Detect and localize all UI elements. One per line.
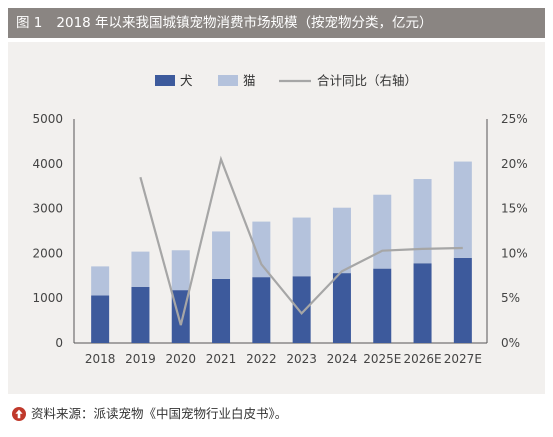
figure-title-bar: 图 1 2018 年以来我国城镇宠物消费市场规模（按宠物分类，亿元）	[8, 8, 545, 38]
x-tick-label: 2020	[165, 352, 196, 366]
bar-dog-2026E	[413, 263, 432, 343]
y-right-tick-label: 10%	[501, 246, 528, 260]
x-tick-label: 2023	[286, 352, 317, 366]
figure-label: 图 1	[16, 15, 43, 31]
y-right-tick-label: 20%	[501, 157, 528, 171]
bar-dog-2025E	[373, 268, 392, 343]
x-tick-label: 2026E	[403, 352, 441, 366]
y-left-tick-label: 3000	[32, 202, 63, 216]
chart-panel: 0 1000 2000 3000 4000 5000 0% 5% 10% 15% 20% 25% 201…	[8, 42, 545, 394]
bar-cat-2027E	[453, 161, 472, 258]
bar-dog-2027E	[453, 257, 472, 343]
bar-cat-2021	[212, 231, 231, 279]
bar-dog-2024	[332, 273, 351, 343]
x-tick-label: 2022	[246, 352, 277, 366]
x-tick-label: 2018	[85, 352, 116, 366]
bar-cat-2020	[171, 250, 190, 291]
y-left-tick-label: 2000	[32, 246, 63, 260]
bar-dog-2019	[131, 287, 150, 343]
y-right-tick-label: 5%	[501, 291, 520, 305]
y-left-tick-label: 0	[55, 336, 63, 350]
y-right-tick-label: 0%	[501, 336, 520, 350]
x-tick-label: 2019	[125, 352, 156, 366]
bar-cat-2018	[91, 266, 110, 296]
legend-swatch-dog	[155, 75, 175, 86]
legend-label-cat: 猫	[243, 73, 256, 88]
chart-svg: 0 1000 2000 3000 4000 5000 0% 5% 10% 15% 20% 25% 201…	[32, 73, 528, 366]
y-left-tick-label: 5000	[32, 112, 63, 126]
bar-cat-2023	[292, 217, 311, 277]
bar-dog-2021	[212, 278, 231, 343]
bar-cat-2025E	[373, 194, 392, 269]
bar-cat-2024	[332, 207, 351, 274]
source-text: 资料来源：派读宠物《中国宠物行业白皮书》。	[31, 406, 288, 421]
y-left-tick-label: 4000	[32, 157, 63, 171]
bar-dog-2023	[292, 276, 311, 343]
y-right-tick-label: 25%	[501, 112, 528, 126]
x-tick-label: 2027E	[444, 352, 482, 366]
legend-label-line: 合计同比（右轴）	[317, 73, 417, 88]
yoy-line-series	[139, 155, 463, 326]
y-left-tick-label: 1000	[32, 291, 63, 305]
bar-cat-2019	[131, 251, 150, 287]
bar-cat-2022	[252, 221, 271, 278]
bar-dog-2022	[252, 277, 271, 343]
legend-swatch-cat	[218, 75, 238, 86]
x-tick-label: 2024	[327, 352, 358, 366]
bar-cat-2026E	[413, 179, 432, 264]
figure-title: 2018 年以来我国城镇宠物消费市场规模（按宠物分类，亿元）	[56, 15, 433, 31]
x-tick-label: 2025E	[363, 352, 401, 366]
legend-label-dog: 犬	[180, 73, 193, 88]
x-tick-label: 2021	[206, 352, 237, 366]
up-arrow-circle-icon	[12, 407, 26, 421]
y-right-tick-label: 15%	[501, 202, 528, 216]
bar-dog-2018	[91, 295, 110, 343]
